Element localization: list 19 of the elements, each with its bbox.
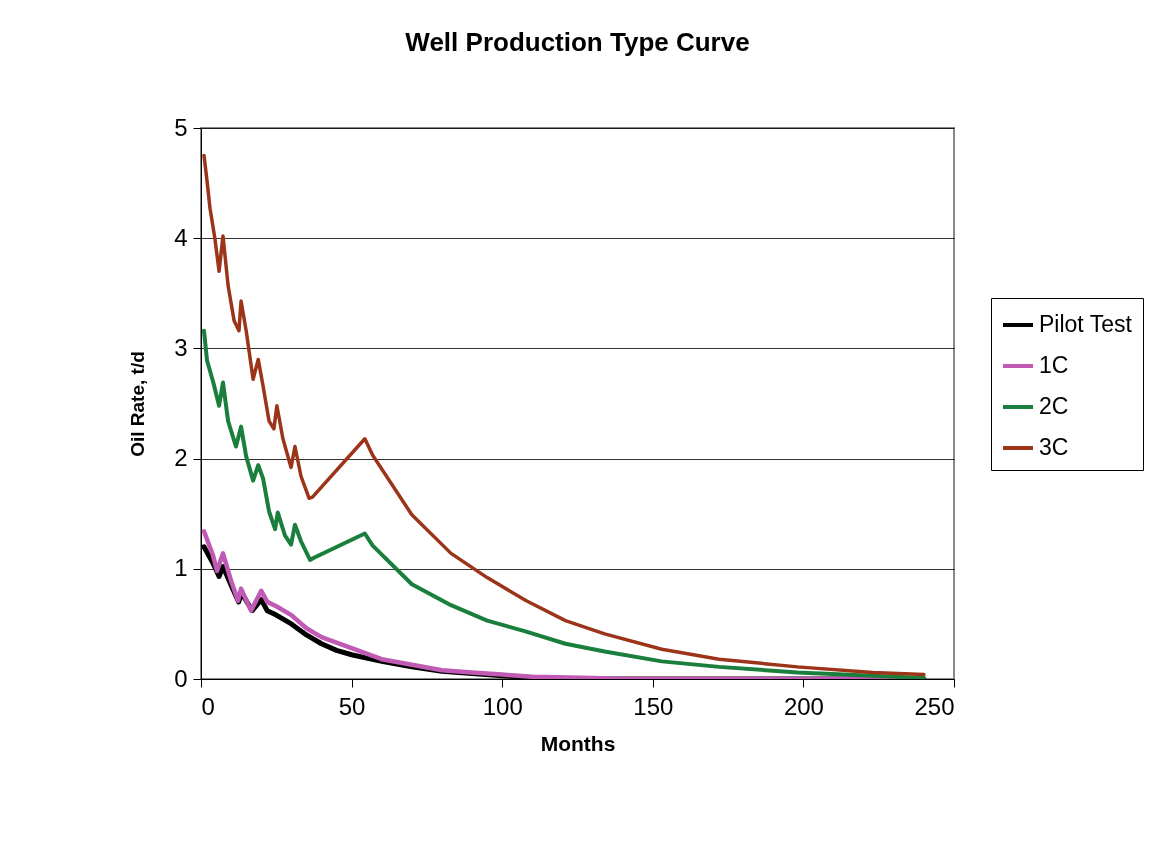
x-tick-label: 150	[633, 692, 674, 720]
legend-label: 2C	[1039, 393, 1069, 419]
y-tick-label: 0	[174, 664, 188, 692]
y-tick-label: 2	[174, 444, 188, 472]
legend-label: 3C	[1039, 434, 1069, 460]
x-tick-label: 250	[914, 692, 955, 720]
y-tick-label: 5	[174, 113, 188, 141]
x-axis-title: Months	[540, 731, 616, 755]
y-axis-title: Oil Rate, t/d	[127, 351, 149, 457]
x-tick-label: 50	[338, 692, 366, 720]
chart-title: Well Production Type Curve	[405, 27, 750, 57]
legend-label: Pilot Test	[1039, 311, 1133, 337]
x-tick-label: 200	[783, 692, 824, 720]
x-tick-label: 100	[482, 692, 523, 720]
y-tick-label: 4	[174, 223, 188, 251]
x-tick-label: 0	[201, 692, 215, 720]
y-tick-label: 1	[174, 554, 188, 582]
y-tick-label: 3	[174, 333, 188, 361]
legend-label: 1C	[1039, 352, 1069, 378]
